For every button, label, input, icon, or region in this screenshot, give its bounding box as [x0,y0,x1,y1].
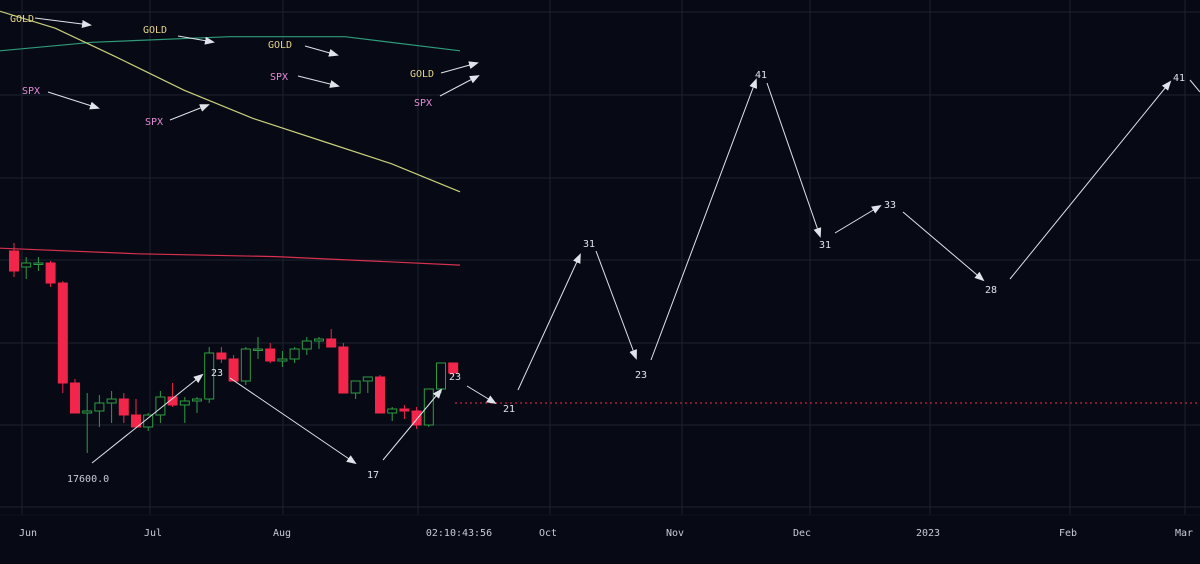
spx-arrow [47,91,100,110]
wave-label: 33 [884,200,896,211]
spx-arrow [297,75,340,88]
candle[interactable] [131,414,141,428]
candle[interactable] [21,262,32,268]
x-axis-label: Nov [666,528,684,539]
candle[interactable] [240,348,251,382]
wave-label: 23 [449,372,461,383]
x-axis-label: Oct [539,528,557,539]
candle[interactable] [375,376,385,414]
wave-label: 28 [985,285,997,296]
candle[interactable] [179,400,190,406]
wave-label: 17 [367,470,379,481]
candle[interactable] [155,396,166,416]
wave-arrow [902,211,985,282]
ma-slow-line [0,36,461,52]
candle[interactable] [350,380,361,394]
gold-label: GOLD [268,40,292,51]
candle[interactable] [9,250,19,272]
moving-averages [0,10,1200,404]
spx-arrow [439,75,480,97]
candle[interactable] [118,398,129,416]
x-axis-label: 2023 [916,528,940,539]
spx-arrow [169,104,210,121]
wave-arrow [382,388,443,461]
annotations: GOLD GOLD GOLD GOLD SPX SPX SPX SPX 17600.0 23 17 2… [10,14,1200,485]
candle[interactable] [277,358,288,362]
wave-label: 31 [819,240,831,251]
candle[interactable] [167,396,178,406]
candle[interactable] [338,346,349,394]
candle[interactable] [216,352,227,360]
spx-label: SPX [270,72,288,83]
gold-arrow [177,35,215,45]
ma-long-line [0,247,461,266]
candle[interactable] [448,362,459,374]
wave-label: 31 [583,239,595,250]
ma-mid-line [0,10,461,193]
spx-label: SPX [22,86,40,97]
candle[interactable] [33,262,44,265]
wave-arrow [595,250,637,360]
wave-arrow [1009,80,1172,280]
x-axis: Jun Jul Aug Oct Nov Dec 2023 Feb Mar 02:10:43:56 [0,514,1200,542]
candle[interactable] [94,402,105,412]
wave-arrow [834,204,882,234]
gold-label: GOLD [410,69,434,80]
wave-arrow [517,253,581,391]
wave-arrow [650,78,757,361]
x-axis-label: Jul [144,528,162,539]
wave-arrow [766,82,822,238]
candle[interactable] [289,348,300,360]
gold-arrow [34,17,92,28]
gold-arrow [304,45,339,57]
candle[interactable] [265,348,276,362]
gold-label: GOLD [10,14,34,25]
candle[interactable] [362,376,373,382]
candle[interactable] [436,362,446,390]
x-axis-label: Jun [19,528,37,539]
wave-arrow [91,373,204,464]
candle[interactable] [253,348,263,351]
candle[interactable] [45,262,56,284]
candle[interactable] [228,358,239,382]
candle[interactable] [423,388,434,426]
candle[interactable] [57,282,68,384]
wave-label: 23 [211,368,223,379]
wave-arrow [229,377,357,465]
spx-label: SPX [145,117,163,128]
wave-label: 41 [755,70,767,81]
x-axis-label: Dec [793,528,811,539]
gold-label: GOLD [143,25,167,36]
candle[interactable] [399,408,410,412]
time-readout: 02:10:43:56 [426,528,492,539]
candle[interactable] [301,340,312,350]
gold-arrow [440,61,479,74]
wave-arrow [1189,79,1200,93]
candle[interactable] [106,398,117,404]
wave-label: 21 [503,404,515,415]
candle[interactable] [326,338,337,348]
candle[interactable] [387,408,398,414]
price-marker-label: 17600.0 [67,474,109,485]
candles [9,243,459,453]
candle[interactable] [411,410,422,426]
candle[interactable] [204,352,215,400]
wave-label: 41 [1173,73,1185,84]
x-axis-label: Mar [1175,528,1193,539]
spx-label: SPX [414,98,432,109]
candle[interactable] [70,382,80,414]
candle[interactable] [192,398,202,402]
gridlines [0,0,1200,515]
candle[interactable] [314,338,324,342]
x-axis-label: Aug [273,528,291,539]
wave-arrow [466,385,497,405]
time-readout-bg [420,524,500,542]
wave-label: 23 [635,370,647,381]
candle[interactable] [82,410,93,414]
x-axis-label: Feb [1059,528,1077,539]
